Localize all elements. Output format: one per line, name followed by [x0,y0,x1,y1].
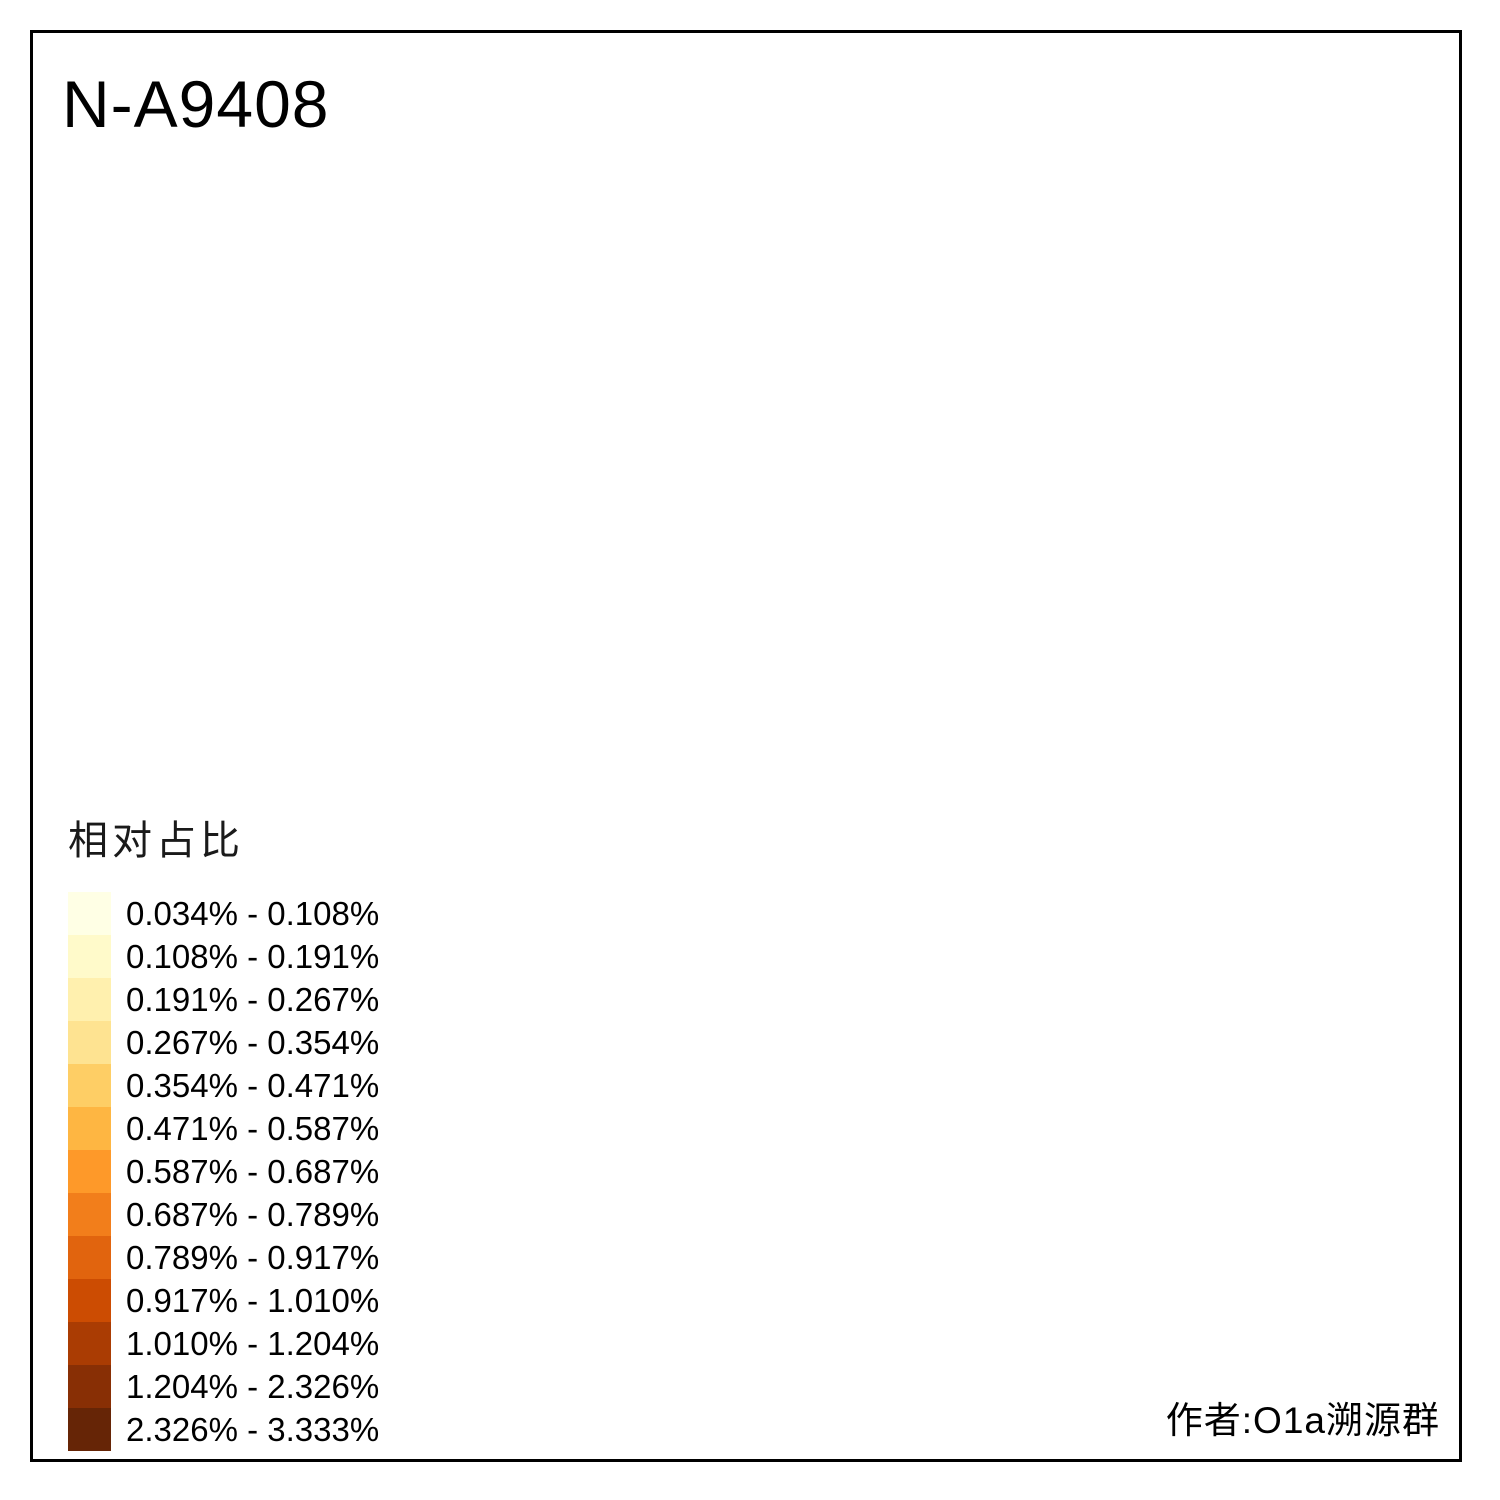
legend-swatch-2 [68,935,111,978]
legend-label: 0.917% - 1.010% [126,1281,380,1319]
legend-label: 0.587% - 0.687% [126,1152,380,1190]
legend-label: 0.789% - 0.917% [126,1238,380,1276]
legend-row: 0.108% - 0.191% [68,935,379,978]
legend-row: 0.587% - 0.687% [68,1150,379,1193]
legend-swatch-5 [68,1064,111,1107]
legend-row: 0.687% - 0.789% [68,1193,379,1236]
legend-swatch-6 [68,1107,111,1150]
legend-swatch-10 [68,1279,111,1322]
legend-label: 0.034% - 0.108% [126,894,380,932]
legend-swatch-4 [68,1021,111,1064]
legend-row: 0.191% - 0.267% [68,978,379,1021]
attribution-text: 作者:O1a溯源群 [1165,1400,1440,1441]
legend-label: 0.354% - 0.471% [126,1066,380,1104]
legend-label: 0.267% - 0.354% [126,1023,380,1061]
legend-label: 0.108% - 0.191% [126,937,380,975]
legend-row: 1.204% - 2.326% [68,1365,379,1408]
legend-label: 1.204% - 2.326% [126,1367,380,1405]
page-title: N-A9408 [62,67,330,141]
legend-label: 2.326% - 3.333% [126,1410,380,1448]
legend-swatch-9 [68,1236,111,1279]
legend-swatch-11 [68,1322,111,1365]
legend-swatch-3 [68,978,111,1021]
legend-row: 2.326% - 3.333% [68,1408,379,1451]
legend-label: 0.191% - 0.267% [126,980,380,1018]
legend-rows: 0.034% - 0.108% 0.108% - 0.191% 0.191% - 0… [68,892,379,1451]
legend-row: 0.267% - 0.354% [68,1021,379,1064]
legend-row: 0.917% - 1.010% [68,1279,379,1322]
legend-swatch-8 [68,1193,111,1236]
legend-title: 相对占比 [68,819,244,863]
legend-row: 0.789% - 0.917% [68,1236,379,1279]
legend-row: 0.354% - 0.471% [68,1064,379,1107]
plot-frame [30,30,1462,1462]
legend-label: 1.010% - 1.204% [126,1324,380,1362]
legend-row: 0.034% - 0.108% [68,892,379,935]
legend-swatch-7 [68,1150,111,1193]
legend-swatch-12 [68,1365,111,1408]
legend-label: 0.687% - 0.789% [126,1195,380,1233]
legend-row: 1.010% - 1.204% [68,1322,379,1365]
legend-swatch-13 [68,1408,111,1451]
legend-row: 0.471% - 0.587% [68,1107,379,1150]
legend-swatch-1 [68,892,111,935]
legend: 相对占比 0.034% - 0.108% 0.108% - 0.191% 0.191… [68,808,379,1451]
legend-label: 0.471% - 0.587% [126,1109,380,1147]
